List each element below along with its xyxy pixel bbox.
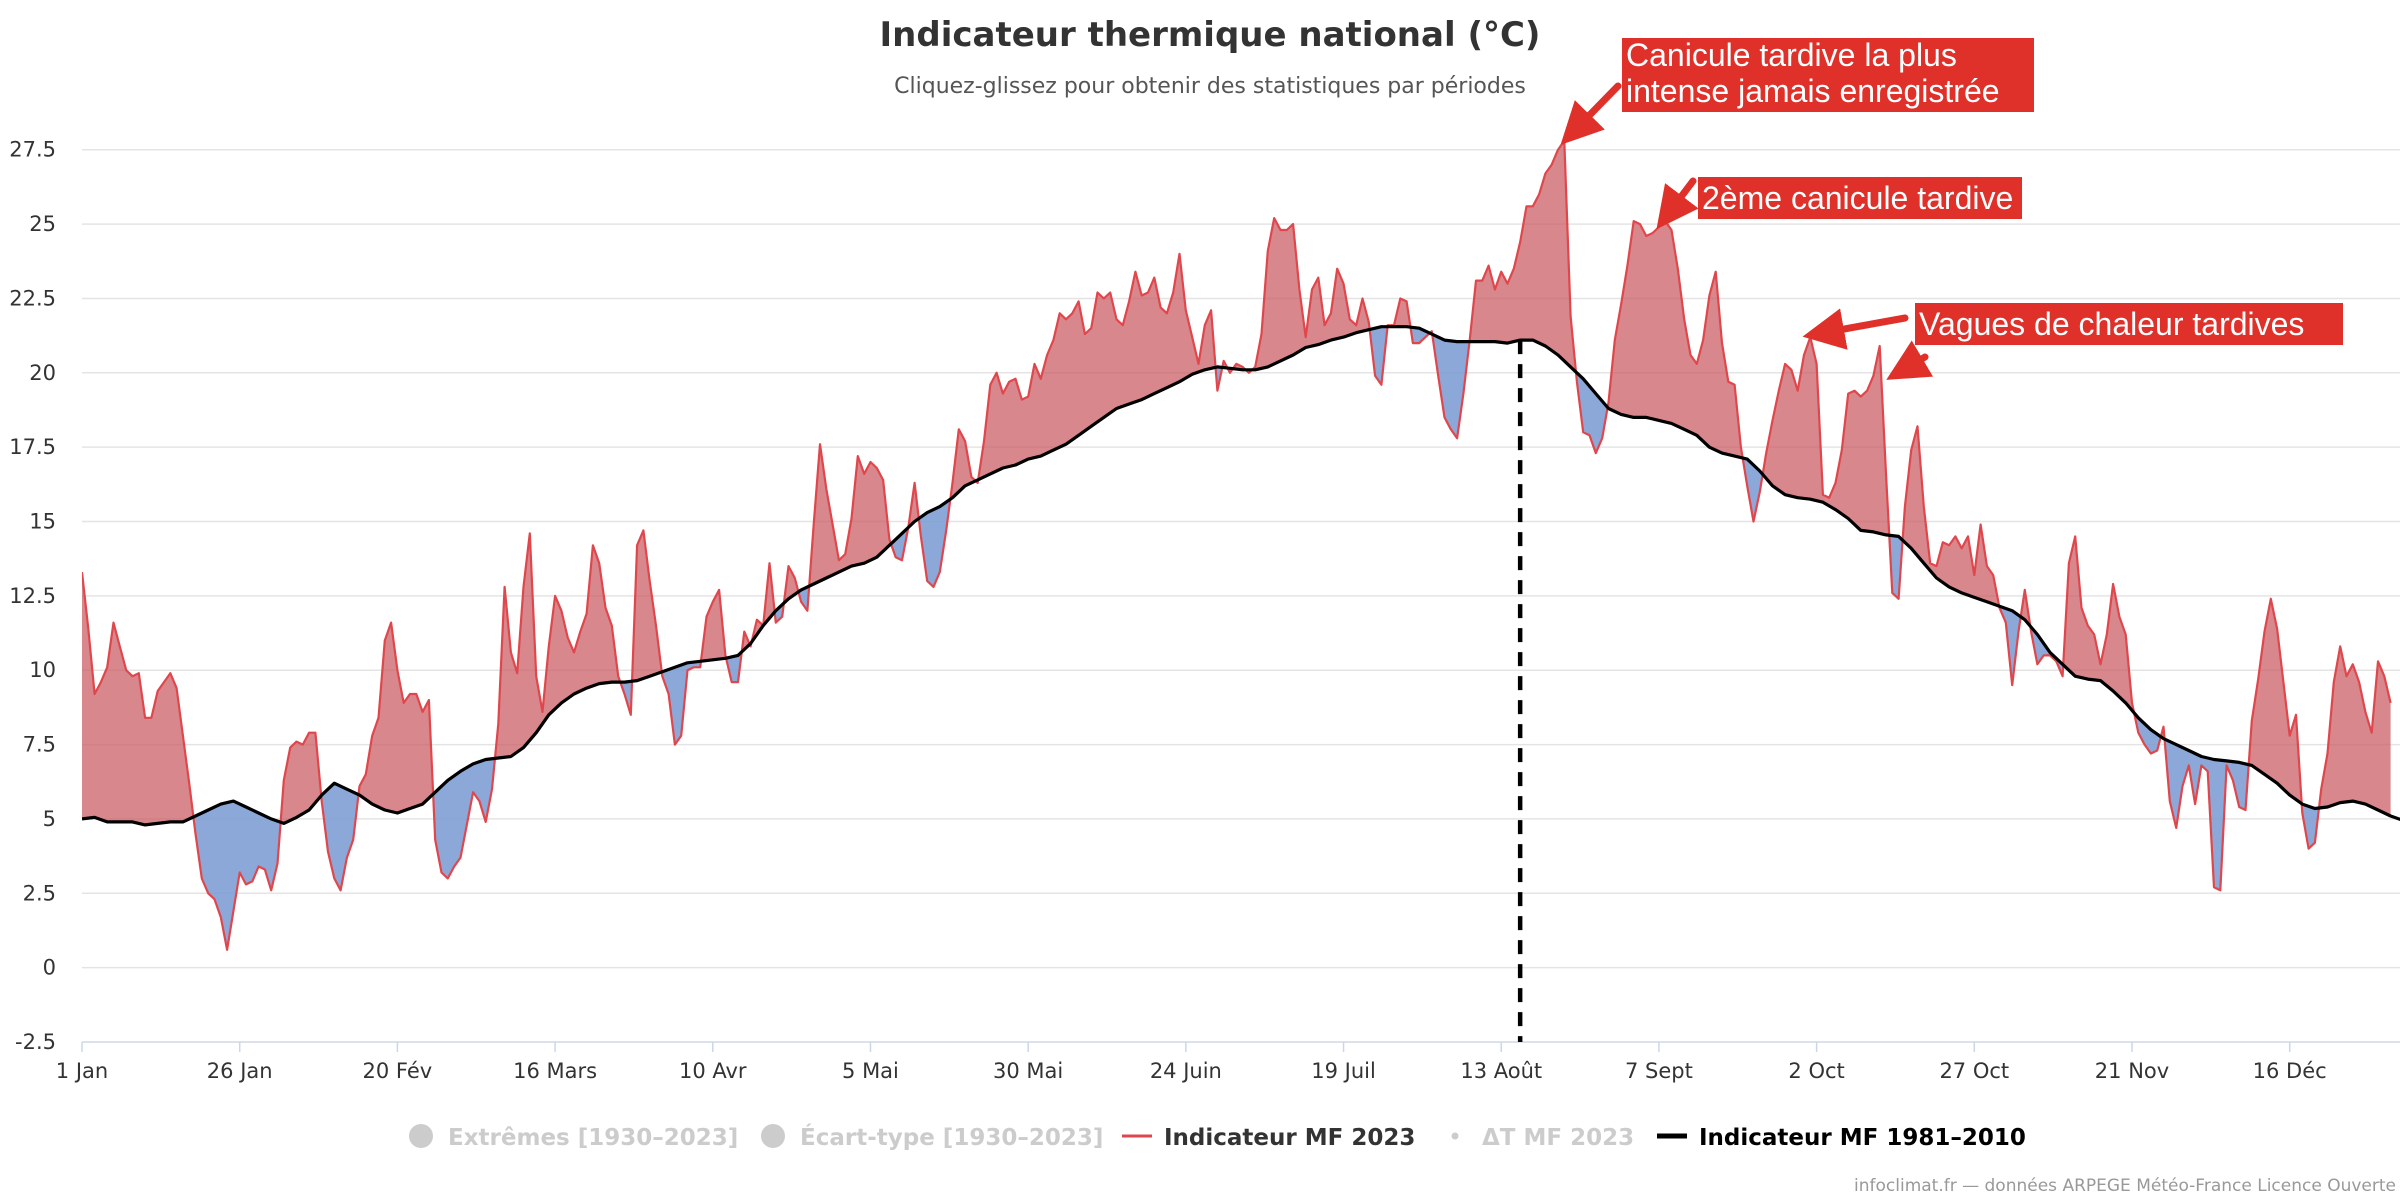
anomaly-area-above	[950, 429, 976, 500]
y-tick-label: 27.5	[9, 138, 56, 162]
grid-lines	[82, 148, 2400, 1043]
x-tick-label: 2 Oct	[1788, 1059, 1844, 1083]
x-tick-label: 1 Jan	[56, 1059, 108, 1083]
anomaly-area-below	[918, 499, 951, 587]
y-tick-label: 17.5	[9, 435, 56, 459]
anomaly-area-below	[321, 783, 359, 891]
x-tick-label: 19 Juil	[1311, 1059, 1376, 1083]
x-tick-label: 21 Nov	[2095, 1059, 2169, 1083]
anomaly-area-below	[1999, 606, 2021, 686]
x-tick-label: 10 Avr	[679, 1059, 747, 1083]
anomaly-area-above	[978, 253, 1216, 480]
anomaly-area-above	[495, 533, 621, 759]
anomaly-area-above	[1762, 337, 1890, 536]
legend-label: ΔT MF 2023	[1482, 1125, 1634, 1151]
anomaly-area-below	[2134, 712, 2161, 754]
x-tick-label: 5 Mai	[842, 1059, 899, 1083]
y-tick-label: 25	[29, 212, 56, 236]
anomaly-area-below	[1742, 458, 1763, 522]
anomaly-area-above	[82, 572, 194, 825]
y-tick-label: 7.5	[23, 733, 56, 757]
x-tick-label: 30 Mai	[993, 1059, 1063, 1083]
anomaly-area-below	[774, 603, 784, 623]
anomaly-area-below	[193, 801, 281, 950]
annotation-arrow	[1656, 177, 1699, 230]
chart-credit: infoclimat.fr — données ARPEGE Météo-Fra…	[1854, 1176, 2396, 1196]
series-line-mf-2023[interactable]	[82, 139, 2392, 951]
annotation-arrow	[1886, 340, 1934, 380]
annotation-text: Vagues de chaleur tardives	[1919, 306, 2304, 342]
annotation-box	[1622, 38, 2034, 112]
series-line-mf-1981-2010[interactable]	[82, 325, 2400, 827]
legend-label: Indicateur MF 1981–2010	[1699, 1125, 2026, 1151]
anomaly-area-above	[1387, 298, 1411, 328]
x-tick-label: 26 Jan	[207, 1059, 273, 1083]
anomaly-area-below	[661, 661, 701, 745]
y-axis: -2.5 0 2.5 5 7.5 10 12.5 15 17.5 20 22.5 25 27.5	[9, 138, 56, 1054]
annotation-text: intense jamais enregistrée	[1626, 73, 2000, 109]
anomaly-area-above	[2248, 598, 2302, 804]
annotation-arrow	[1802, 308, 1909, 350]
x-tick-label: 7 Sept	[1625, 1059, 1693, 1083]
anomaly-area-above	[809, 444, 891, 587]
chart-title: Indicateur thermique national (°C)	[880, 15, 1541, 55]
anomaly-area-above	[1252, 218, 1370, 370]
x-tick-label: 16 Déc	[2253, 1059, 2327, 1083]
legend-symbol-icon	[409, 1124, 433, 1148]
y-tick-label: -2.5	[15, 1030, 56, 1054]
x-tick-label: 27 Oct	[1939, 1059, 2009, 1083]
legend-symbol-icon	[1451, 1132, 1459, 1140]
anomaly-area-above	[1902, 426, 2000, 607]
anomaly-area-below	[433, 758, 495, 879]
y-tick-label: 10	[29, 658, 56, 682]
y-tick-label: 12.5	[9, 584, 56, 608]
x-tick-label: 16 Mars	[513, 1059, 597, 1083]
legend-label: Indicateur MF 2023	[1164, 1125, 1415, 1151]
anomaly-area-above	[2063, 536, 2135, 713]
x-axis: 1 Jan 26 Jan 20 Fév 16 Mars 10 Avr 5 Mai 30 Ma…	[56, 1042, 2327, 1083]
anomaly-area-above	[632, 530, 662, 682]
x-tick-label: 20 Fév	[363, 1059, 433, 1083]
x-tick-label: 13 Août	[1460, 1059, 1542, 1083]
legend[interactable]: Extrêmes [1930–2023] Écart-type [1930–202…	[409, 1123, 2026, 1151]
y-tick-label: 20	[29, 361, 56, 385]
legend-label: Écart-type [1930–2023]	[800, 1123, 1103, 1151]
legend-symbol-icon	[761, 1124, 785, 1148]
anomaly-area-below	[798, 586, 810, 611]
annotation-box	[1915, 303, 2343, 345]
anomaly-area-above	[1607, 221, 1743, 458]
series-lines[interactable]	[82, 139, 2400, 951]
anomaly-fill-areas	[82, 140, 2391, 950]
legend-item[interactable]: Indicateur MF 2023	[1122, 1125, 1415, 1151]
legend-item[interactable]: Extrêmes [1930–2023]	[409, 1124, 738, 1151]
x-tick-label: 24 Juin	[1150, 1059, 1222, 1083]
chart-subtitle: Cliquez-glissez pour obtenir des statist…	[894, 74, 1526, 99]
anomaly-area-above	[280, 732, 322, 824]
legend-label: Extrêmes [1930–2023]	[448, 1125, 738, 1151]
y-tick-label: 15	[29, 510, 56, 534]
annotation-text: Canicule tardive la plus	[1626, 37, 1957, 73]
anomaly-area-above	[1469, 140, 1576, 372]
annotation-arrow	[1560, 82, 1622, 145]
annotation-box	[1698, 177, 2022, 219]
legend-item[interactable]: Indicateur MF 1981–2010	[1657, 1125, 2026, 1151]
anomaly-area-above	[2319, 646, 2391, 816]
y-tick-label: 0	[43, 956, 56, 980]
legend-item[interactable]: Écart-type [1930–2023]	[761, 1123, 1103, 1151]
anomaly-area-below	[1369, 326, 1388, 385]
anomaly-area-above	[358, 622, 434, 813]
anomaly-area-above	[751, 563, 775, 642]
annotation-text: 2ème canicule tardive	[1702, 180, 2013, 216]
legend-item[interactable]: ΔT MF 2023	[1451, 1125, 1635, 1151]
anomaly-area-below	[891, 527, 909, 561]
y-tick-label: 2.5	[23, 881, 56, 905]
anomaly-area-below	[1576, 371, 1608, 454]
y-tick-label: 22.5	[9, 286, 56, 310]
y-tick-label: 5	[43, 807, 56, 831]
